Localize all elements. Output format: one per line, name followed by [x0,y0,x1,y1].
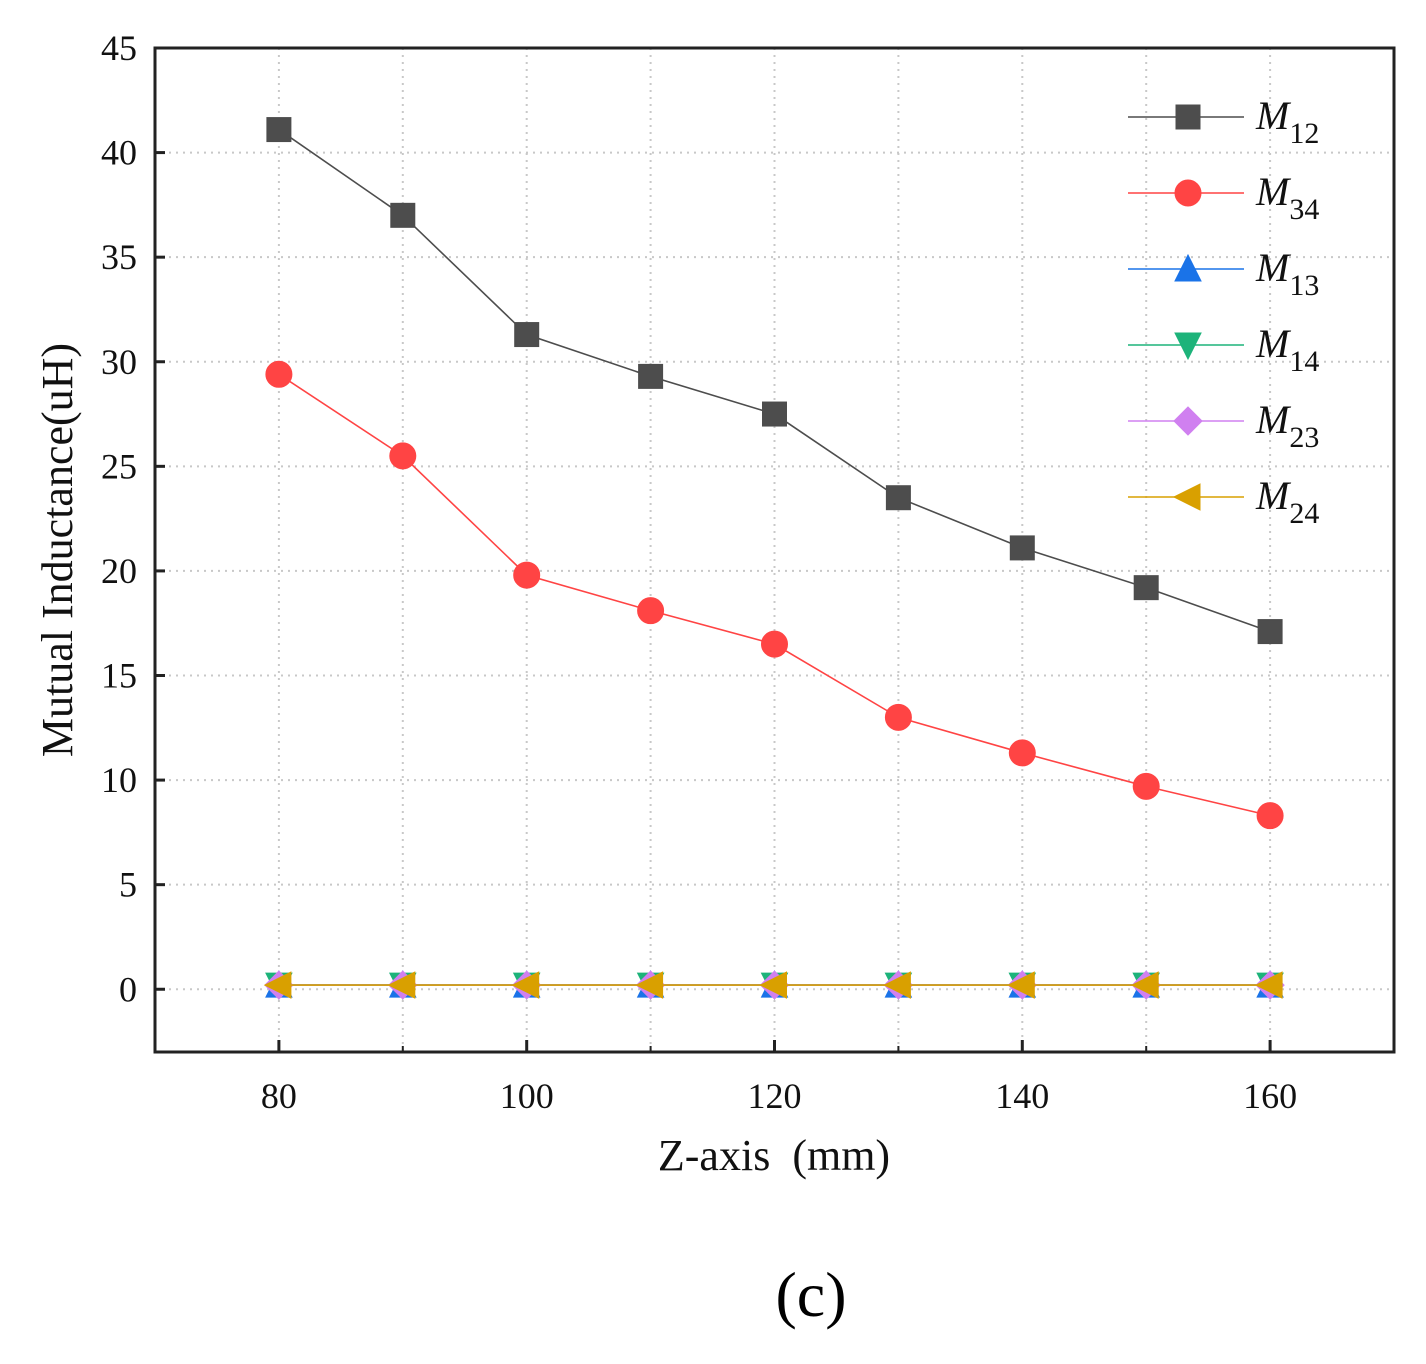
series-group [263,117,1285,1001]
data-point-m24 [883,971,911,999]
data-point-m12 [514,322,540,348]
legend-marker [1172,483,1201,511]
data-point-m24 [387,971,416,999]
data-point-m24 [1007,971,1035,999]
legend-item-m24: M24 [1128,473,1319,530]
data-point-m34 [761,630,788,658]
legend-label: M23 [1255,397,1319,454]
plot-frame [153,46,1396,1054]
data-point-m12 [762,401,787,427]
figure-caption: (c) [775,1259,846,1330]
legend-marker [1173,406,1203,436]
data-point-m24 [1254,971,1283,999]
legend-label: M12 [1255,93,1319,150]
data-point-m12 [885,485,911,511]
data-point-m24 [1131,971,1159,999]
legend-item-m13: M13 [1128,245,1319,302]
data-point-m34 [1008,739,1036,767]
legend-label: M13 [1255,245,1319,302]
legend-label-subscript: 12 [1289,117,1319,150]
x-axis-title: Z-axis (mm) [658,1131,890,1180]
data-point-m12 [1133,575,1159,601]
x-axis-ticks: 80 100 120 140 160 [261,1040,1297,1116]
data-point-m34 [389,442,417,470]
x-tick-label: 140 [995,1076,1049,1116]
legend-label-subscript: 24 [1289,497,1319,530]
series-m12 [266,117,1283,645]
data-point-m12 [1257,619,1283,645]
x-tick-label: 100 [500,1076,554,1116]
data-point-m34 [1256,802,1284,830]
legend-item-m23: M23 [1128,397,1319,454]
x-tick-label: 160 [1243,1076,1297,1116]
legend-label: M24 [1255,473,1319,530]
data-point-m12 [1009,535,1035,561]
data-point-m34 [265,360,293,388]
y-axis-title: Mutual Inductance(uH) [33,343,82,757]
legend-marker [1175,104,1201,130]
y-tick-label: 15 [101,656,137,696]
series-line-m12 [278,128,1271,633]
legend-marker [1174,253,1202,282]
data-point-m24 [635,971,664,999]
legend-label-subscript: 34 [1289,193,1319,226]
legend-label: M34 [1255,169,1319,226]
data-point-m24 [263,971,292,999]
legend-label-subscript: 23 [1289,421,1319,454]
y-tick-label: 25 [101,446,137,486]
grid-lines [155,47,1394,1052]
y-tick-label: 45 [101,28,137,68]
data-point-m24 [759,971,787,999]
data-point-m34 [884,703,912,731]
legend-item-m34: M34 [1128,169,1319,226]
data-point-m12 [390,202,416,228]
x-tick-label: 80 [261,1076,297,1116]
y-tick-label: 40 [101,133,137,173]
data-point-m12 [638,363,664,389]
y-tick-label: 35 [101,237,137,277]
y-tick-label: 20 [101,551,137,591]
legend-label-subscript: 14 [1289,345,1319,378]
series-m34 [265,360,1284,830]
series-m24 [263,971,1283,999]
data-point-m24 [511,971,540,999]
legend-marker [1174,332,1202,361]
data-point-m34 [637,597,665,625]
data-point-m34 [1132,772,1160,800]
y-axis-ticks: 0 5 10 15 20 25 30 35 40 45 [101,28,165,1009]
x-tick-label: 120 [748,1076,802,1116]
legend-label: M14 [1255,321,1319,378]
legend: M12 M34 M13 M14 M23 M24 [1128,93,1319,530]
data-point-m34 [513,561,541,589]
y-tick-label: 0 [119,969,137,1009]
legend-marker [1174,179,1202,207]
data-point-m12 [266,117,292,143]
legend-item-m12: M12 [1128,93,1319,150]
legend-item-m14: M14 [1128,321,1319,378]
legend-label-subscript: 13 [1289,269,1319,302]
y-tick-label: 5 [119,865,137,905]
y-tick-label: 10 [101,760,137,800]
y-tick-label: 30 [101,342,137,382]
